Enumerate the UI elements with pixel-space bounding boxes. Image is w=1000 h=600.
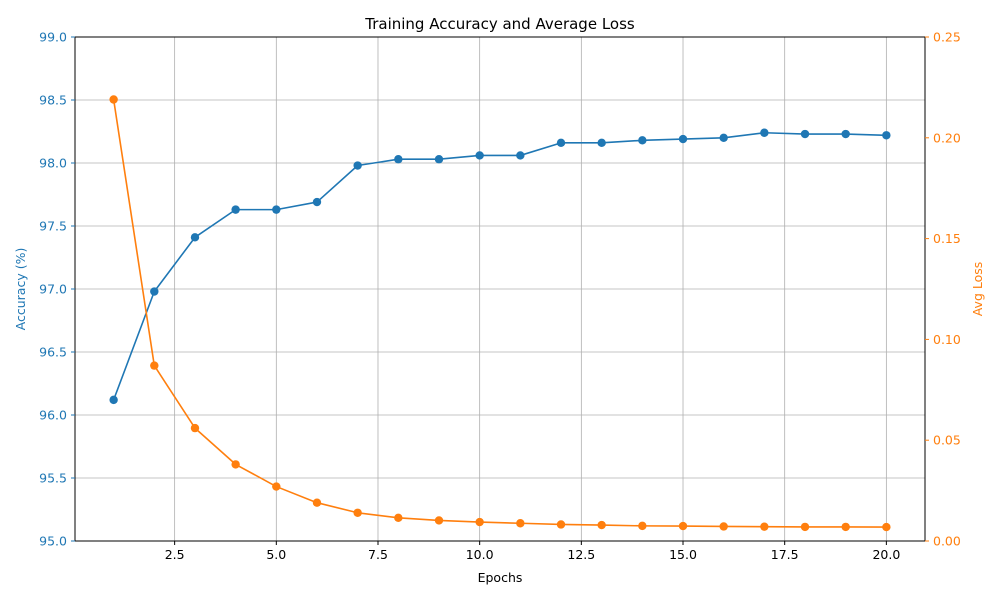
loss-point — [475, 517, 484, 527]
x-tick-label: 20.0 — [872, 547, 900, 562]
y2-tick-label: 0.10 — [933, 332, 961, 347]
accuracy-point — [638, 136, 647, 145]
loss-point — [516, 519, 525, 528]
accuracy-point — [882, 131, 891, 140]
loss-point — [719, 522, 728, 531]
loss-point — [556, 520, 566, 529]
loss-point — [150, 361, 159, 370]
y2-tick-label: 0.20 — [933, 130, 961, 145]
grid — [75, 36, 925, 542]
y2-tick-label: 0.05 — [933, 433, 961, 448]
loss-point — [190, 423, 200, 433]
x-tick-label: 5.0 — [266, 547, 286, 562]
accuracy-point — [719, 133, 728, 142]
y1-tick-label: 97.5 — [39, 219, 67, 234]
accuracy-point — [800, 129, 810, 139]
x-tick-label: 12.5 — [567, 547, 595, 562]
loss-point — [109, 95, 118, 104]
x-tick-label: 7.5 — [368, 547, 388, 562]
y1-tick-label: 98.5 — [39, 93, 67, 108]
y1-tick-label: 96.5 — [39, 345, 67, 360]
accuracy-point — [434, 155, 444, 164]
y1-tick-label: 95.5 — [39, 471, 67, 486]
y2-tick-label: 0.25 — [933, 30, 961, 45]
series-layer — [109, 95, 891, 532]
loss-point — [394, 513, 403, 523]
accuracy-point — [841, 129, 850, 139]
loss-point — [678, 521, 688, 531]
ticks: 2.5 5.0 7.5 10.0 12.5 15.0 17.5 20.0 95.0 95.5 96.… — [39, 30, 961, 563]
series-line-accuracy — [112, 131, 887, 401]
accuracy-point — [231, 205, 240, 214]
x-axis-title: Epochs — [478, 570, 523, 585]
accuracy-point — [272, 205, 281, 214]
accuracy-point — [597, 138, 606, 148]
loss-point — [841, 522, 850, 532]
accuracy-point — [475, 151, 484, 160]
accuracy-point — [516, 151, 525, 160]
loss-point — [312, 498, 322, 507]
x-tick-label: 2.5 — [165, 547, 185, 562]
loss-point — [434, 516, 444, 525]
accuracy-point — [312, 197, 322, 207]
series-line-loss — [112, 99, 887, 528]
loss-point — [353, 508, 362, 517]
loss-point — [638, 521, 647, 531]
y1-tick-label: 98.0 — [39, 156, 67, 171]
x-tick-label: 10.0 — [466, 547, 494, 562]
y1-tick-label: 96.0 — [39, 408, 67, 423]
y1-tick-label: 99.0 — [39, 30, 67, 45]
loss-point — [272, 482, 281, 491]
accuracy-point — [760, 128, 769, 137]
loss-point — [597, 520, 606, 530]
y2-tick-label: 0.15 — [933, 231, 961, 246]
accuracy-point — [190, 233, 200, 242]
loss-point — [882, 522, 891, 532]
accuracy-point — [353, 161, 362, 170]
accuracy-point — [556, 138, 566, 148]
y2-tick-label: 0.00 — [933, 534, 961, 549]
y1-tick-label: 95.0 — [39, 534, 67, 549]
y1-axis-title: Accuracy (%) — [13, 248, 28, 331]
accuracy-point — [394, 155, 403, 164]
y1-tick-label: 97.0 — [39, 282, 67, 297]
chart-title: Training Accuracy and Average Loss — [364, 15, 635, 33]
accuracy-point — [678, 134, 688, 144]
loss-point — [231, 460, 240, 469]
loss-point — [800, 522, 810, 532]
x-tick-label: 15.0 — [669, 547, 697, 562]
accuracy-point — [109, 395, 118, 405]
x-tick-label: 17.5 — [771, 547, 799, 562]
accuracy-point — [150, 287, 159, 296]
y2-axis-title: Avg Loss — [970, 262, 985, 317]
loss-point — [760, 522, 769, 531]
